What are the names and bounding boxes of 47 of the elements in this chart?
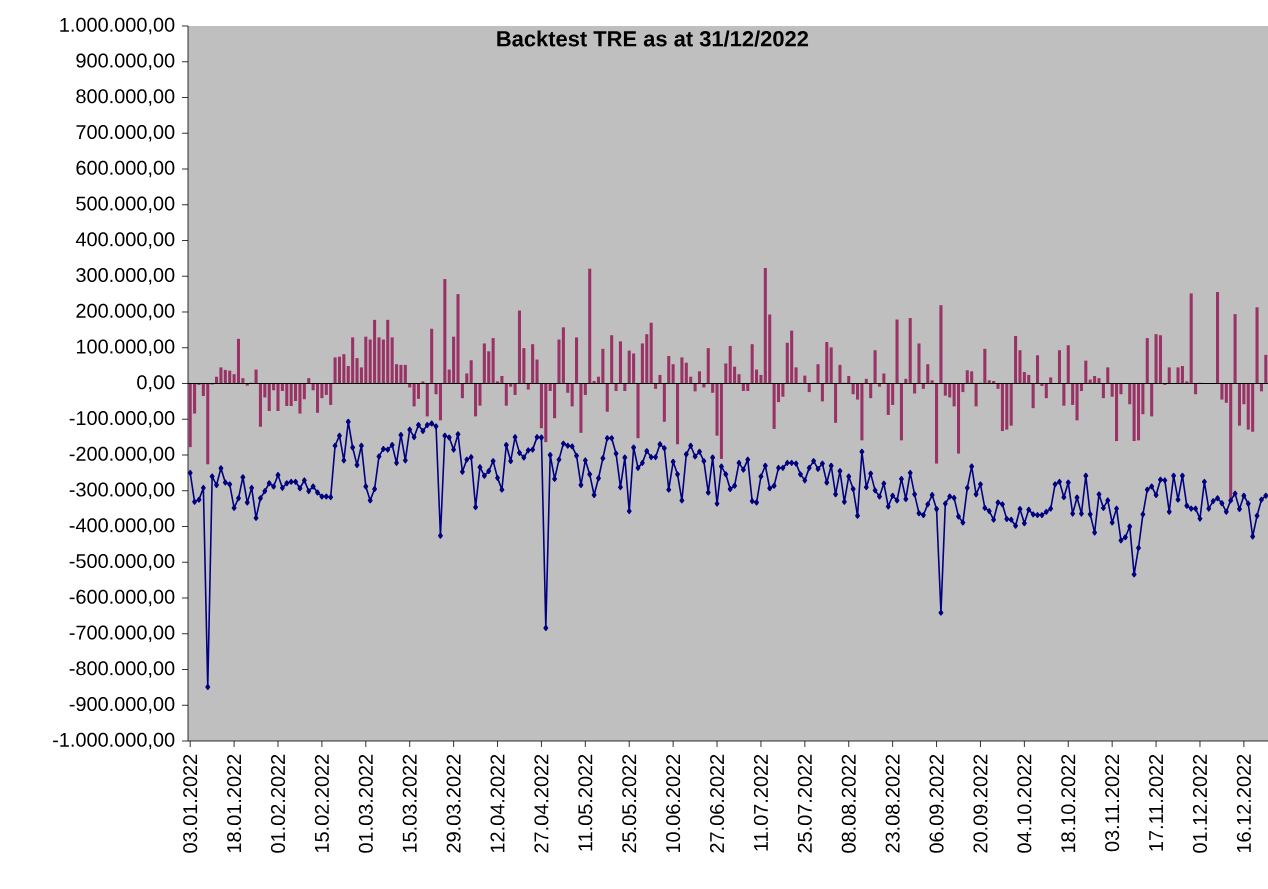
x-tick-label: 15.03.2022 (402, 754, 417, 853)
x-tick-label: 01.02.2022 (270, 754, 286, 853)
x-tick-label: 29.03.2022 (446, 754, 461, 853)
y-tick-label: -900.000,00 (69, 697, 175, 714)
y-tick-label: -100.000,00 (69, 411, 175, 428)
y-tick-label: -500.000,00 (69, 554, 175, 571)
y-tick-label: 200.000,00 (76, 303, 175, 321)
y-tick-label: 700.000,00 (76, 125, 175, 142)
y-tick-label: 300.000,00 (76, 268, 175, 285)
y-tick-label: 0,00 (137, 375, 175, 392)
y-tick-label: -200.000,00 (69, 446, 175, 464)
x-tick-label: 01.03.2022 (358, 754, 373, 853)
y-tick-label: 1.000.000,00 (60, 17, 175, 35)
x-tick-label: 17.11.2022 (1149, 754, 1164, 851)
x-tick-label: 23.08.2022 (885, 754, 900, 853)
x-tick-label: 12.04.2022 (490, 754, 505, 853)
y-tick-label: -1.000.000,00 (53, 732, 175, 750)
x-tick-label: 01.12.2022 (1192, 754, 1208, 853)
y-tick-label: -400.000,00 (69, 518, 175, 535)
y-tick-label: 100.000,00 (76, 339, 175, 356)
x-tick-label: 27.04.2022 (534, 754, 549, 853)
x-tick-label: 03.11.2022 (1105, 754, 1120, 852)
x-tick-label: 15.02.2022 (314, 754, 329, 853)
x-tick-label: 25.05.2022 (622, 754, 637, 853)
y-tick-label: 600.000,00 (76, 160, 175, 178)
x-tick-label: 04.10.2022 (1017, 754, 1032, 853)
x-tick-label: 27.06.2022 (709, 754, 725, 853)
x-tick-label: 18.01.2022 (227, 754, 242, 853)
y-tick-label: -600.000,00 (69, 589, 175, 607)
x-tick-label: 08.08.2022 (841, 754, 856, 853)
x-tick-label: 20.09.2022 (973, 754, 988, 853)
y-tick-label: -300.000,00 (69, 482, 175, 499)
y-tick-label: 400.000,00 (75, 232, 175, 249)
x-tick-label: 03.01.2022 (183, 754, 198, 853)
x-tick-label: 16.12.2022 (1236, 754, 1251, 853)
chart-title: Backtest TRE as at 31/12/2022 (497, 30, 809, 47)
y-tick-label: 500.000,00 (76, 196, 175, 213)
x-tick-label: 11.07.2022 (753, 754, 768, 851)
y-tick-label: 800.000,00 (76, 89, 175, 106)
x-tick-label: 25.07.2022 (797, 754, 812, 853)
x-tick-label: 11.05.2022 (578, 754, 593, 851)
x-tick-label: 06.09.2022 (929, 754, 944, 853)
y-tick-label: -800.000,00 (69, 661, 175, 678)
x-tick-label: 18.10.2022 (1061, 754, 1076, 853)
y-tick-label: 900.000,00 (76, 53, 175, 70)
y-tick-label: -700.000,00 (69, 625, 175, 642)
x-tick-label: 10.06.2022 (666, 754, 681, 853)
